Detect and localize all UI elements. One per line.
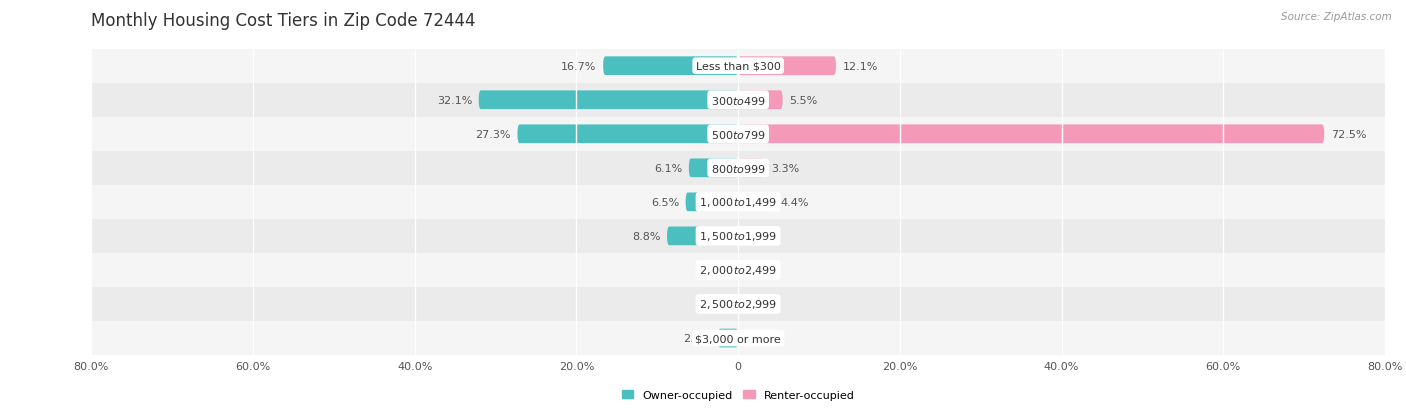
Text: Source: ZipAtlas.com: Source: ZipAtlas.com (1281, 12, 1392, 22)
FancyBboxPatch shape (603, 57, 738, 76)
FancyBboxPatch shape (738, 193, 773, 212)
Text: 72.5%: 72.5% (1330, 129, 1367, 140)
Bar (91, 152, 1385, 185)
Bar (91, 185, 1385, 219)
Text: $1,500 to $1,999: $1,500 to $1,999 (699, 230, 778, 243)
Text: 2.5%: 2.5% (683, 333, 711, 343)
Text: $1,000 to $1,499: $1,000 to $1,499 (699, 196, 778, 209)
Text: $300 to $499: $300 to $499 (710, 95, 766, 107)
Text: 0.0%: 0.0% (697, 265, 725, 275)
Legend: Owner-occupied, Renter-occupied: Owner-occupied, Renter-occupied (617, 385, 859, 404)
Text: 16.7%: 16.7% (561, 62, 596, 71)
FancyBboxPatch shape (738, 159, 765, 178)
Text: 0.0%: 0.0% (751, 231, 779, 241)
FancyBboxPatch shape (686, 193, 738, 212)
FancyBboxPatch shape (738, 91, 783, 110)
Text: 0.0%: 0.0% (751, 299, 779, 309)
Text: Less than $300: Less than $300 (696, 62, 780, 71)
Text: 0.0%: 0.0% (751, 333, 779, 343)
Text: 27.3%: 27.3% (475, 129, 510, 140)
Text: $500 to $799: $500 to $799 (710, 128, 766, 140)
Text: 5.5%: 5.5% (789, 95, 817, 105)
Text: $3,000 or more: $3,000 or more (696, 333, 780, 343)
Text: 32.1%: 32.1% (437, 95, 472, 105)
Text: Monthly Housing Cost Tiers in Zip Code 72444: Monthly Housing Cost Tiers in Zip Code 7… (91, 12, 475, 30)
FancyBboxPatch shape (517, 125, 738, 144)
Text: $800 to $999: $800 to $999 (710, 162, 766, 174)
Bar (91, 287, 1385, 321)
FancyBboxPatch shape (689, 159, 738, 178)
Bar (91, 219, 1385, 253)
Text: 4.4%: 4.4% (780, 197, 808, 207)
Bar (91, 321, 1385, 355)
Text: 6.1%: 6.1% (654, 164, 682, 173)
Text: 8.8%: 8.8% (633, 231, 661, 241)
Text: 6.5%: 6.5% (651, 197, 679, 207)
Text: $2,000 to $2,499: $2,000 to $2,499 (699, 264, 778, 277)
Bar (91, 253, 1385, 287)
FancyBboxPatch shape (478, 91, 738, 110)
FancyBboxPatch shape (718, 329, 738, 348)
FancyBboxPatch shape (666, 227, 738, 246)
Text: 0.0%: 0.0% (751, 265, 779, 275)
Bar (91, 83, 1385, 117)
Bar (91, 117, 1385, 152)
FancyBboxPatch shape (738, 57, 837, 76)
FancyBboxPatch shape (738, 125, 1324, 144)
Bar (91, 50, 1385, 83)
Text: 12.1%: 12.1% (842, 62, 877, 71)
Text: 3.3%: 3.3% (772, 164, 800, 173)
Text: 0.0%: 0.0% (697, 299, 725, 309)
Text: $2,500 to $2,999: $2,500 to $2,999 (699, 298, 778, 311)
